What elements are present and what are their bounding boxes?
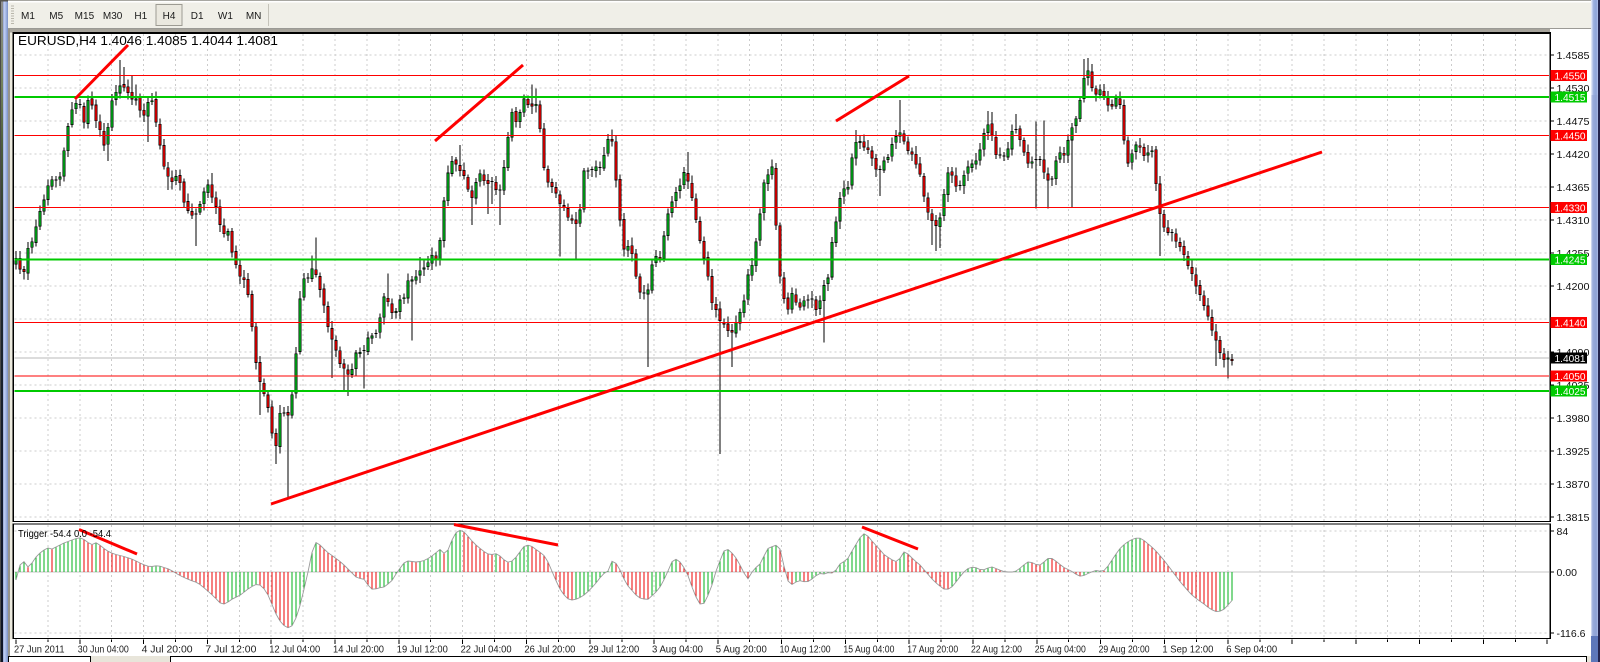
- svg-text:1.4140: 1.4140: [1555, 318, 1586, 330]
- svg-text:1.4050: 1.4050: [1555, 371, 1586, 383]
- svg-text:M1: M1: [21, 11, 35, 22]
- svg-text:1.3870: 1.3870: [1557, 479, 1590, 491]
- svg-text:1.3815: 1.3815: [1557, 512, 1590, 524]
- svg-text:1.4025: 1.4025: [1555, 386, 1586, 398]
- svg-text:1.4420: 1.4420: [1557, 149, 1590, 161]
- svg-text:84: 84: [1557, 526, 1569, 538]
- svg-text:M30: M30: [103, 11, 123, 22]
- svg-text:1.4310: 1.4310: [1557, 215, 1590, 227]
- svg-text:14 Jul 20:00: 14 Jul 20:00: [333, 645, 384, 656]
- svg-text:1.3925: 1.3925: [1557, 446, 1590, 458]
- svg-text:10 Aug 12:00: 10 Aug 12:00: [780, 645, 831, 656]
- svg-text:EURUSD,H4 1.4046 1.4085 1.404: EURUSD,H4 1.4046 1.4085 1.4044 1.4081: [18, 34, 278, 48]
- svg-text:22 Jul 04:00: 22 Jul 04:00: [461, 645, 512, 656]
- svg-text:D1: D1: [191, 11, 204, 22]
- svg-text:30 Jun 04:00: 30 Jun 04:00: [78, 645, 129, 656]
- svg-text:M15: M15: [75, 11, 95, 22]
- svg-text:5 Aug 20:00: 5 Aug 20:00: [716, 645, 767, 656]
- svg-text:1.4475: 1.4475: [1557, 116, 1590, 128]
- svg-text:W1: W1: [218, 11, 233, 22]
- svg-text:12 Jul 04:00: 12 Jul 04:00: [269, 645, 320, 656]
- svg-text:1.4365: 1.4365: [1557, 182, 1590, 194]
- svg-text:M5: M5: [49, 11, 63, 22]
- svg-text:19 Jul 12:00: 19 Jul 12:00: [397, 645, 448, 656]
- svg-text:1.4200: 1.4200: [1557, 281, 1590, 293]
- svg-text:1 Sep 12:00: 1 Sep 12:00: [1162, 645, 1213, 656]
- svg-text:1.4081: 1.4081: [1555, 353, 1586, 365]
- svg-text:1.4330: 1.4330: [1555, 203, 1586, 215]
- svg-text:26 Jul 20:00: 26 Jul 20:00: [524, 645, 575, 656]
- svg-text:7 Jul 12:00: 7 Jul 12:00: [205, 645, 256, 656]
- svg-text:27 Jun 2011: 27 Jun 2011: [14, 645, 65, 656]
- svg-text:29 Jul 12:00: 29 Jul 12:00: [588, 645, 639, 656]
- svg-text:H4: H4: [163, 11, 176, 22]
- svg-text:1.4585: 1.4585: [1557, 50, 1590, 62]
- svg-text:15 Aug 04:00: 15 Aug 04:00: [843, 645, 894, 656]
- svg-text:29 Aug 20:00: 29 Aug 20:00: [1099, 645, 1150, 656]
- svg-text:17 Aug 20:00: 17 Aug 20:00: [907, 645, 958, 656]
- svg-text:1.4450: 1.4450: [1555, 131, 1586, 143]
- svg-text:22 Aug 12:00: 22 Aug 12:00: [971, 645, 1022, 656]
- svg-text:-116.6: -116.6: [1557, 628, 1586, 640]
- svg-text:4 Jul 20:00: 4 Jul 20:00: [142, 645, 193, 656]
- svg-text:1.4550: 1.4550: [1555, 71, 1586, 83]
- svg-text:1.4515: 1.4515: [1555, 92, 1586, 104]
- svg-text:H1: H1: [134, 11, 147, 22]
- svg-text:1.4245: 1.4245: [1555, 255, 1586, 267]
- svg-text:25 Aug 04:00: 25 Aug 04:00: [1035, 645, 1086, 656]
- svg-text:MN: MN: [246, 11, 262, 22]
- svg-text:6 Sep 04:00: 6 Sep 04:00: [1226, 645, 1277, 656]
- svg-text:1.3980: 1.3980: [1557, 413, 1590, 425]
- svg-text:Trigger -54.4 0.0 -54.4: Trigger -54.4 0.0 -54.4: [18, 528, 111, 540]
- svg-text:3 Aug 04:00: 3 Aug 04:00: [652, 645, 703, 656]
- svg-text:0.00: 0.00: [1557, 567, 1578, 579]
